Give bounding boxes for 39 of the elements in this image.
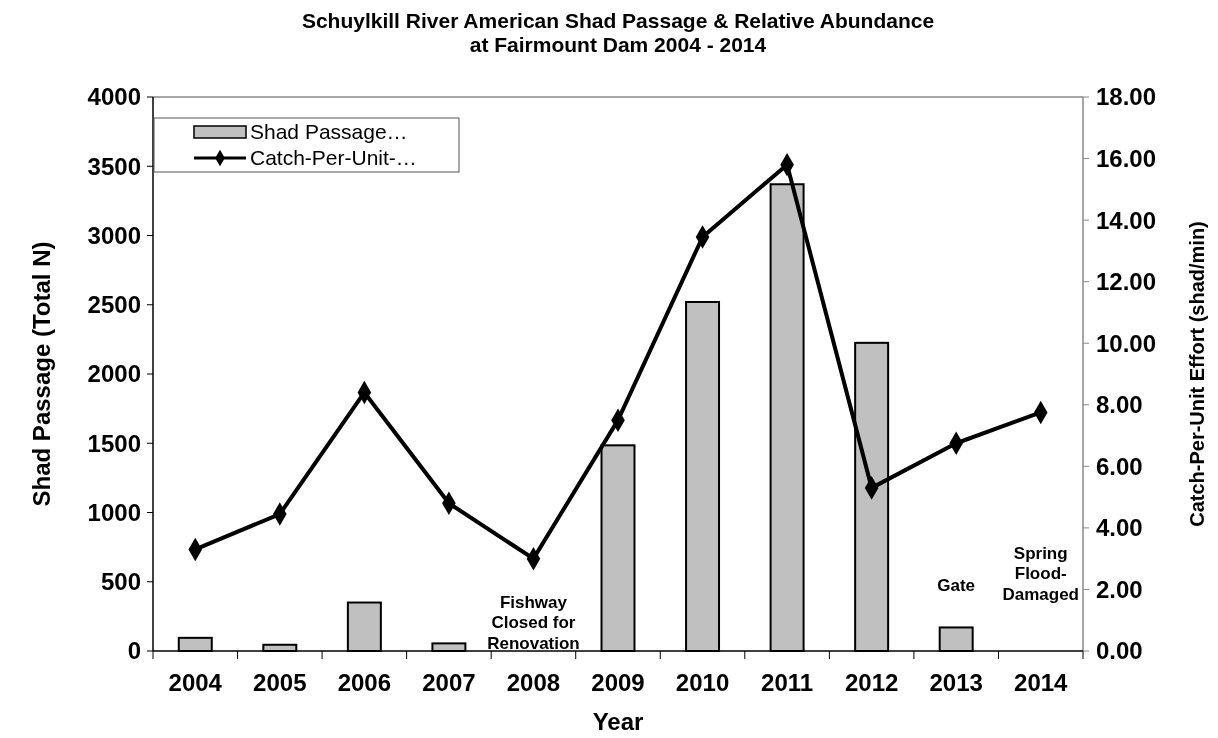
y-tick-label: 3500 — [87, 152, 141, 180]
y2-tick-label: 2.00 — [1096, 575, 1143, 603]
y-tick-label: 1000 — [87, 498, 141, 526]
annotation: Gate — [937, 575, 976, 595]
x-tick-label: 2004 — [168, 669, 223, 696]
y2-tick-label: 16.00 — [1096, 144, 1157, 172]
x-tick-label: 2014 — [1014, 669, 1069, 696]
y2-tick-label: 12.00 — [1096, 268, 1157, 296]
y2-tick-label: 18.00 — [1096, 83, 1157, 111]
y2-tick-label: 8.00 — [1096, 391, 1143, 419]
y2-tick-label: 10.00 — [1096, 329, 1157, 357]
y-tick-label: 0 — [127, 637, 141, 665]
y-tick-label: 3000 — [87, 221, 141, 249]
x-tick-label: 2006 — [337, 669, 392, 696]
legend-label: Shad Passage… — [250, 120, 408, 144]
y-tick-label: 4000 — [87, 83, 141, 111]
legend-label: Catch-Per-Unit-… — [250, 146, 417, 170]
x-tick-label: 2008 — [506, 669, 561, 696]
y-tick-label: 1500 — [87, 429, 141, 457]
y2-tick-label: 4.00 — [1096, 514, 1143, 542]
y2-tick-label: 6.00 — [1096, 452, 1143, 480]
x-tick-label: 2010 — [675, 669, 730, 696]
y-axis-title: Shad Passage (Total N) — [28, 241, 55, 507]
x-tick-label: 2011 — [761, 669, 814, 696]
x-tick-label: 2013 — [929, 669, 983, 696]
x-axis-title: Year — [592, 708, 644, 735]
chart-title: Schuylkill River American Shad Passage & Relative Abundance at Fairmount Dam 2004 - 2014 — [301, 9, 935, 56]
x-tick-label: 2005 — [253, 669, 307, 696]
x-tick-label: 2007 — [422, 669, 476, 696]
x-tick-label: 2012 — [844, 669, 899, 696]
annotation: Spring Flood-Damaged — [1002, 543, 1079, 604]
y2-tick-label: 14.00 — [1096, 206, 1157, 234]
y2-tick-label: 0.00 — [1096, 637, 1143, 665]
y2-axis-title: Catch-Per-Unit Effort (shad/min) — [1186, 221, 1208, 527]
y-tick-label: 2000 — [87, 360, 141, 388]
y-tick-label: 500 — [100, 568, 141, 596]
annotation: Fishway Closed for Renovation — [487, 592, 580, 653]
x-tick-label: 2009 — [591, 669, 645, 696]
y-tick-label: 2500 — [87, 291, 141, 319]
